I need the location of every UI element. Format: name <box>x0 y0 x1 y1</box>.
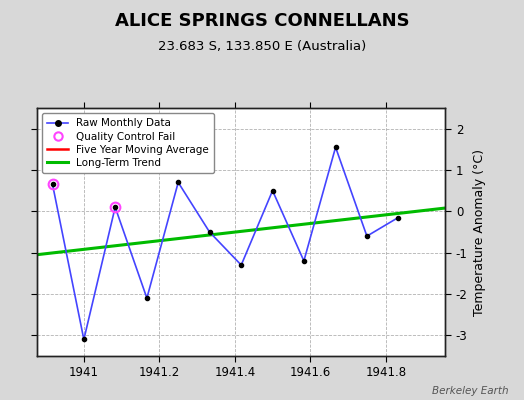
Text: ALICE SPRINGS CONNELLANS: ALICE SPRINGS CONNELLANS <box>115 12 409 30</box>
Text: 23.683 S, 133.850 E (Australia): 23.683 S, 133.850 E (Australia) <box>158 40 366 53</box>
Legend: Raw Monthly Data, Quality Control Fail, Five Year Moving Average, Long-Term Tren: Raw Monthly Data, Quality Control Fail, … <box>42 113 214 173</box>
Text: Berkeley Earth: Berkeley Earth <box>432 386 508 396</box>
Y-axis label: Temperature Anomaly (°C): Temperature Anomaly (°C) <box>473 148 486 316</box>
